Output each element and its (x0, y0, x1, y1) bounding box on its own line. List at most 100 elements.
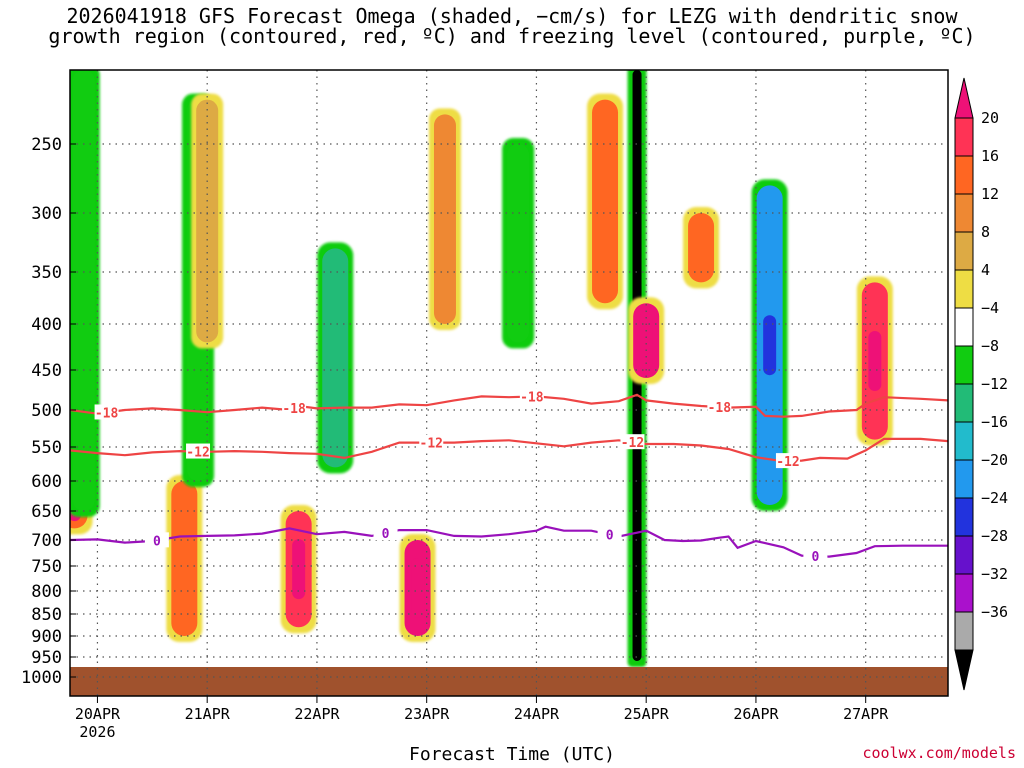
colorbar-label: −36 (981, 603, 1008, 621)
colorbar-label: −24 (981, 489, 1008, 507)
colorbar-swatch (954, 573, 974, 613)
contour-label: -12 (420, 437, 443, 452)
omega-cell (688, 213, 715, 283)
colorbar-swatch (954, 611, 974, 651)
x-tick-label: 25APR (624, 705, 670, 723)
colorbar-label: −12 (981, 375, 1008, 393)
watermark: coolwx.com/models (862, 744, 1016, 762)
x-tick-label: 20APR (75, 705, 121, 723)
chart-title-line2: growth region (contoured, red, ºC) and f… (48, 24, 976, 48)
contour-label: -12 (776, 455, 799, 470)
x-axis-label: Forecast Time (UTC) (409, 744, 615, 765)
contour-label: -12 (621, 436, 644, 451)
contour-label: -12 (186, 446, 209, 461)
colorbar-swatch (954, 535, 974, 575)
omega-core (639, 310, 653, 371)
omega-core (868, 331, 882, 391)
contour-label-bg (519, 388, 544, 404)
colorbar-label: −16 (981, 413, 1008, 431)
contour-label-bg (186, 443, 211, 459)
colorbar-swatch (954, 307, 974, 347)
x-tick-label: 22APR (294, 705, 340, 723)
contour-line-minus12 (70, 437, 948, 463)
y-tick-label: 750 (31, 557, 62, 577)
contour-label-bg (419, 434, 444, 450)
colorbar-swatch (954, 193, 974, 233)
y-tick-label: 800 (31, 582, 62, 602)
colorbar-label: 16 (981, 147, 999, 165)
contour-label: 0 (382, 527, 390, 542)
y-axis: 250 300 350 400 450 500 550 600 650 700 750 800 8509… (21, 135, 76, 688)
y-tick-label: 1000 (21, 668, 62, 688)
colorbar-label: −28 (981, 527, 1008, 545)
colorbar-swatch (954, 117, 974, 157)
gridlines (70, 70, 948, 696)
omega-core (763, 315, 777, 376)
ground-terrain (70, 667, 948, 696)
contour-label: -18 (708, 401, 732, 416)
y-tick-label: 400 (31, 315, 62, 335)
plot-frame (69, 69, 949, 697)
y-tick-label: 250 (31, 135, 62, 155)
y-tick-label: 650 (31, 502, 62, 522)
y-tick-label: 450 (31, 361, 62, 381)
colorbar-label: −32 (981, 565, 1008, 583)
colorbar-swatch (954, 421, 974, 461)
y-tick-label: 600 (31, 472, 62, 492)
contour-label: 0 (606, 529, 614, 544)
x-tick-label: 27APR (843, 705, 889, 723)
omega-cell (433, 114, 456, 325)
colorbar-swatch (954, 155, 974, 195)
contour-label-bg (597, 526, 622, 542)
colorbar-label: 12 (981, 185, 999, 203)
colorbar-label: 4 (981, 261, 990, 279)
contour-label: 0 (811, 550, 819, 565)
colorbar-swatch (954, 269, 974, 309)
omega-cell (171, 481, 198, 636)
contour-label: 0 (153, 534, 161, 549)
colorbar-swatch (954, 459, 974, 499)
colorbar-label: −4 (981, 299, 999, 317)
x-tick-label: 21APR (185, 705, 231, 723)
y-tick-label: 300 (31, 204, 62, 224)
chart-title-line1: 2026041918 GFS Forecast Omega (shaded, −… (66, 4, 958, 28)
x-tick-sublabel: 2026 (79, 723, 115, 741)
y-tick-label: 700 (31, 531, 62, 551)
contour-label-bg (775, 453, 800, 469)
colorbar-swatch (954, 345, 974, 385)
y-tick-label: 500 (31, 401, 62, 421)
contour-label-bg (707, 399, 732, 415)
contour-line-0 (70, 525, 948, 558)
omega-cell (322, 248, 349, 468)
y-tick-label: 900 (31, 627, 62, 647)
contour-label-bg (94, 404, 119, 420)
x-tick-label: 23APR (404, 705, 450, 723)
colorbar-label: −20 (981, 451, 1008, 469)
colorbar-top-arrow (954, 77, 974, 119)
y-tick-label: 850 (31, 605, 62, 625)
colorbar-swatch (954, 231, 974, 271)
colorbar-bottom-arrow (954, 649, 974, 691)
x-tick-label: 24APR (514, 705, 560, 723)
contour-label: -18 (95, 406, 119, 421)
omega-cell (592, 99, 619, 304)
x-tick-label: 26APR (733, 705, 779, 723)
omega-core (292, 539, 306, 600)
contour-label-bg (373, 525, 398, 541)
contour-label-bg (620, 434, 645, 450)
colorbar-label: −8 (981, 337, 999, 355)
omega-core (635, 80, 640, 287)
omega-cell (507, 144, 530, 343)
y-tick-label: 550 (31, 438, 62, 458)
contour-label: -18 (282, 402, 306, 417)
colorbar-label: 8 (981, 223, 990, 241)
y-tick-label: 350 (31, 263, 62, 283)
colorbar-label: 20 (981, 109, 999, 127)
contour-label-bg (803, 548, 828, 564)
colorbar-swatch (954, 383, 974, 423)
contour-label-bg (282, 400, 307, 415)
colorbar-swatch (954, 497, 974, 537)
contour-labels: -18 -18 -18 -18 -12 -12 -12 -12 0 0 0 0 (94, 388, 828, 565)
